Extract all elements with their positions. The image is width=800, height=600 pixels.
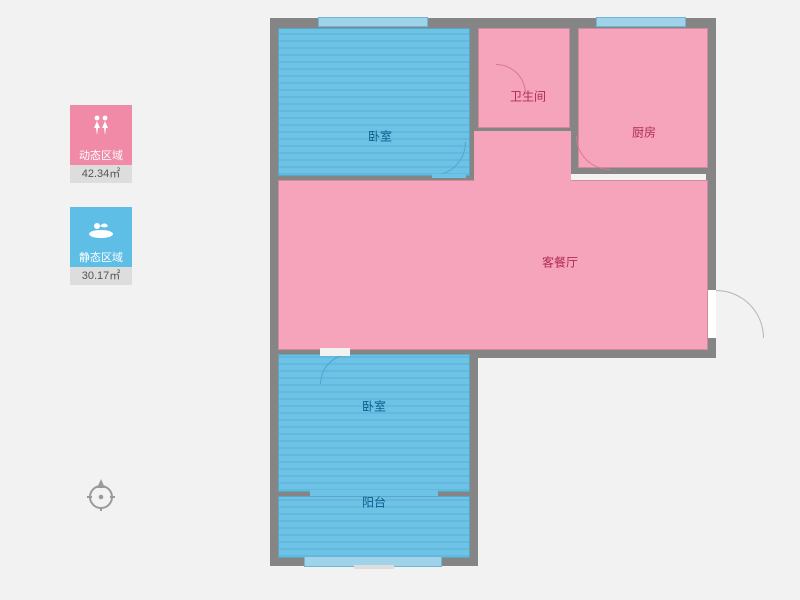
- floor-plan: 卧室 卫生间 厨房 客餐厅 卧室 阳台: [260, 8, 740, 584]
- label-bedroom1: 卧室: [368, 128, 392, 145]
- legend-static: 静态区域 30.17㎡: [70, 207, 132, 285]
- label-balcony: 阳台: [362, 494, 386, 511]
- wall-opening: [320, 348, 350, 356]
- compass-icon: [84, 478, 118, 517]
- door-leaf: [432, 174, 466, 178]
- label-living: 客餐厅: [542, 254, 578, 271]
- dynamic-zone-label: 动态区域: [70, 147, 132, 165]
- static-zone-label: 静态区域: [70, 249, 132, 267]
- room-living: [278, 180, 708, 350]
- legend: 动态区域 42.34㎡ 静态区域 30.17㎡: [70, 105, 132, 309]
- dynamic-zone-icon: [70, 105, 132, 147]
- static-zone-value: 30.17㎡: [70, 267, 132, 285]
- room-bathroom: [478, 28, 570, 128]
- room-bedroom2: [278, 354, 470, 492]
- room-living-ext: [474, 131, 571, 181]
- window: [596, 17, 686, 27]
- wall: [570, 26, 578, 172]
- legend-dynamic: 动态区域 42.34㎡: [70, 105, 132, 183]
- dynamic-zone-value: 42.34㎡: [70, 165, 132, 183]
- label-bedroom2: 卧室: [362, 398, 386, 415]
- door-entry: [716, 290, 764, 338]
- window: [318, 17, 428, 27]
- label-kitchen: 厨房: [632, 124, 656, 141]
- wall-opening: [708, 290, 716, 338]
- static-zone-icon: [70, 207, 132, 249]
- wall-opening: [310, 490, 438, 496]
- wall-opening: [354, 565, 394, 569]
- wall: [570, 168, 710, 174]
